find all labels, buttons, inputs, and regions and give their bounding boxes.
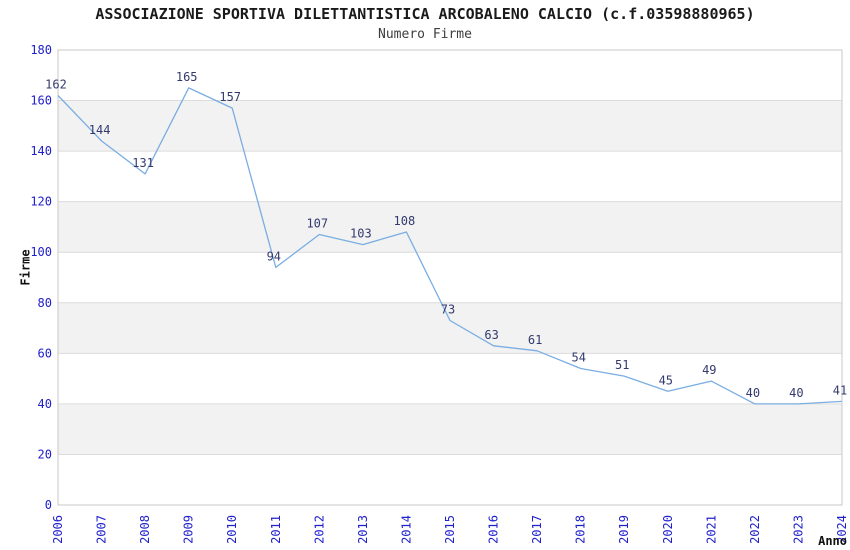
y-tick-label: 120 [30,195,52,209]
data-point-label: 40 [789,386,803,400]
x-tick-label: 2023 [791,515,805,544]
data-point-label: 107 [306,217,328,231]
x-tick-label: 2010 [225,515,239,544]
x-tick-label: 2007 [95,515,109,544]
data-point-label: 40 [746,386,760,400]
grid-band [58,100,842,152]
series-line [57,87,843,405]
grid-band [58,403,842,455]
data-point-label: 41 [833,383,847,397]
x-tick-label: 2013 [356,515,370,544]
data-point-label: 61 [528,333,542,347]
data-point-label: 108 [394,214,416,228]
x-tick-label: 2009 [182,515,196,544]
y-tick-label: 60 [38,346,52,360]
data-point-label: 157 [219,90,241,104]
y-tick-label: 100 [30,245,52,259]
grid-band [58,201,842,253]
data-point-label: 165 [176,70,198,84]
y-tick-label: 0 [45,498,52,512]
x-tick-label: 2022 [748,515,762,544]
y-tick-label: 80 [38,296,52,310]
x-tick-label: 2011 [269,515,283,544]
x-tick-label: 2021 [704,515,718,544]
chart-subtitle: Numero Firme [378,27,472,42]
data-point-label: 51 [615,358,629,372]
data-point-label: 45 [659,373,673,387]
plot-border [57,49,843,506]
x-tick-label: 2020 [661,515,675,544]
data-point-label: 94 [267,249,281,263]
x-tick-label: 2014 [399,515,413,544]
x-tick-label: 2016 [487,515,501,544]
x-tick-label: 2008 [138,515,152,544]
x-tick-label: 2019 [617,515,631,544]
data-point-label: 144 [89,123,111,137]
y-tick-label: 140 [30,144,52,158]
y-tick-label: 20 [38,447,52,461]
data-point-label: 103 [350,227,372,241]
x-tick-label: 2018 [574,515,588,544]
data-point-label: 131 [132,156,154,170]
data-point-label: 162 [45,78,67,92]
grid-band [58,302,842,354]
y-tick-label: 160 [30,94,52,108]
y-tick-label: 40 [38,397,52,411]
x-tick-label: 2006 [51,515,65,544]
x-tick-label: 2024 [835,515,849,544]
chart-title: ASSOCIAZIONE SPORTIVA DILETTANTISTICA AR… [95,5,755,23]
y-tick-label: 180 [30,43,52,57]
x-tick-label: 2017 [530,515,544,544]
data-point-label: 49 [702,363,716,377]
data-point-label: 63 [484,328,498,342]
data-point-label: 73 [441,303,455,317]
data-point-label: 54 [571,351,585,365]
x-axis-title: Anno [818,534,847,548]
x-tick-label: 2012 [312,515,326,544]
x-tick-label: 2015 [443,515,457,544]
y-axis-title: Firme [18,249,33,286]
